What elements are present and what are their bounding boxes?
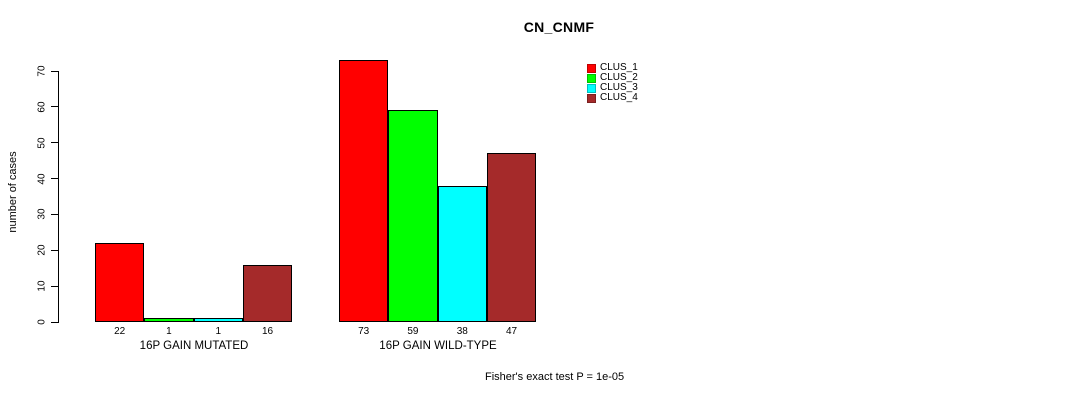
bar-value-label: 73 <box>358 326 370 337</box>
y-tick-label: 40 <box>36 173 48 185</box>
legend: CLUS_1 CLUS_2 CLUS_3 CLUS_4 <box>587 63 638 103</box>
bar-clus_3-group2 <box>437 185 487 322</box>
bar-clus_1-group1 <box>95 243 145 322</box>
y-tick-mark <box>51 213 58 215</box>
y-axis-line <box>58 71 59 323</box>
y-tick-label: 10 <box>36 280 48 292</box>
y-tick-mark <box>51 285 58 287</box>
y-tick-mark <box>51 142 58 144</box>
legend-swatch-clus_3 <box>587 83 596 93</box>
bar-clus_4-group2 <box>486 153 537 322</box>
y-tick-label: 60 <box>36 101 48 113</box>
bar-clus_2-group2 <box>388 110 438 322</box>
bar-value-label: 38 <box>456 326 468 337</box>
bar-value-label: 16 <box>261 326 274 337</box>
legend-label: CLUS_4 <box>600 92 638 103</box>
legend-swatch-clus_4 <box>587 93 596 103</box>
legend-swatch-clus_1 <box>587 63 596 73</box>
bar-value-label: 59 <box>407 326 419 337</box>
legend-item-clus_2: CLUS_2 <box>587 73 638 83</box>
bar-clus_3-group1 <box>193 318 243 322</box>
bar-clus_2-group1 <box>144 318 194 322</box>
x-category-label-wild-type: 16P GAIN WILD-TYPE <box>379 340 497 352</box>
legend-item-clus_3: CLUS_3 <box>587 83 638 93</box>
bar-value-label: 1 <box>166 326 172 337</box>
legend-label: CLUS_3 <box>600 82 638 93</box>
chart-title: CN_CNMF <box>523 19 595 35</box>
bar-clus_4-group1 <box>242 264 293 322</box>
x-category-label-mutated: 16P GAIN MUTATED <box>139 340 249 352</box>
y-tick-mark <box>51 321 58 323</box>
bar-value-label: 22 <box>114 326 126 337</box>
y-tick-mark <box>51 70 58 72</box>
bar-value-label: 1 <box>215 326 222 337</box>
bar-clus_1-group2 <box>339 60 389 322</box>
y-tick-mark <box>51 178 58 180</box>
y-tick-mark <box>51 249 58 251</box>
legend-label: CLUS_2 <box>600 72 638 83</box>
y-tick-label: 20 <box>36 244 48 256</box>
bar-value-label: 47 <box>505 326 518 337</box>
legend-item-clus_1: CLUS_1 <box>587 63 638 73</box>
y-tick-label: 30 <box>36 208 48 220</box>
y-tick-label: 0 <box>36 319 48 325</box>
y-tick-mark <box>51 106 58 108</box>
fisher-test-annotation: Fisher's exact test P = 1e-05 <box>485 371 625 383</box>
legend-label: CLUS_1 <box>600 62 638 73</box>
y-tick-label: 70 <box>36 65 48 77</box>
y-tick-label: 50 <box>36 137 48 149</box>
legend-item-clus_4: CLUS_4 <box>587 93 638 103</box>
legend-swatch-clus_2 <box>587 73 596 83</box>
y-axis-label: number of cases <box>7 151 19 233</box>
